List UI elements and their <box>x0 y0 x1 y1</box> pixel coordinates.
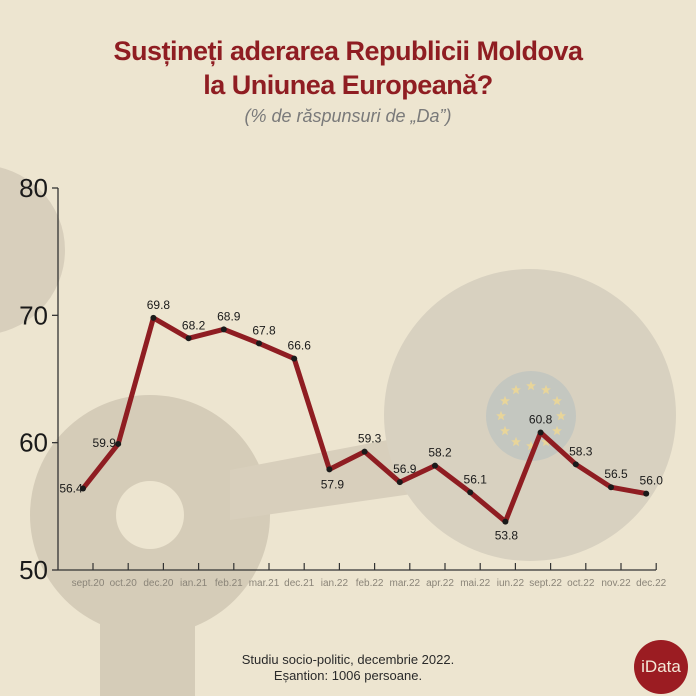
data-point <box>502 518 509 525</box>
chart-title-line2: la Uniunea Europeană? <box>203 70 493 100</box>
x-tick-label: dec.21 <box>284 578 314 589</box>
data-point <box>291 355 298 362</box>
eu-star-icon <box>511 384 521 395</box>
data-point <box>432 462 438 469</box>
data-point <box>150 314 157 321</box>
eu-flag-icon <box>486 371 576 461</box>
footer-sample: Eșantion: 1006 persoane. <box>273 668 423 683</box>
x-tick-label: dec.22 <box>636 578 666 589</box>
data-label: 60.8 <box>529 412 553 426</box>
data-label: 56.1 <box>464 472 488 486</box>
x-tick-label: ian.21 <box>180 578 208 589</box>
x-tick-label: apr.22 <box>426 578 454 589</box>
data-label: 56.0 <box>640 474 664 488</box>
x-tick-label: sept.20 <box>72 578 105 589</box>
data-label: 53.8 <box>495 529 519 543</box>
data-point <box>572 461 579 468</box>
chart-title-line1: Susțineți aderarea Republicii Moldova <box>113 36 583 66</box>
x-tick-label: mar.21 <box>249 578 280 589</box>
data-label: 67.8 <box>252 323 276 337</box>
y-tick-label: 50 <box>19 555 48 585</box>
data-label: 66.6 <box>288 339 312 353</box>
y-tick-label: 80 <box>19 173 48 203</box>
data-label: 56.4 <box>59 482 83 496</box>
data-point <box>361 448 368 455</box>
footer-study: Studiu socio-politic, decembrie 2022. <box>241 652 455 667</box>
x-tick-label: sept.22 <box>529 578 562 589</box>
data-line <box>80 315 649 525</box>
data-point <box>220 326 227 333</box>
data-label: 59.3 <box>358 432 382 446</box>
data-point <box>608 484 614 491</box>
chart-subtitle: (% de răspunsuri de „Da”) <box>244 106 452 126</box>
eu-star-icon <box>556 410 566 421</box>
x-tick-label: mai.22 <box>460 578 490 589</box>
eu-star-icon <box>496 410 506 421</box>
x-tick-label: mar.22 <box>390 578 421 589</box>
x-tick-label: nov.22 <box>601 578 631 589</box>
data-label: 57.9 <box>321 477 345 491</box>
data-label: 69.8 <box>147 298 171 312</box>
eu-star-icon <box>526 440 536 451</box>
eu-star-icon <box>526 380 536 391</box>
x-tick-label: dec.20 <box>143 578 173 589</box>
x-tick-label: ian.22 <box>321 578 349 589</box>
eu-star-icon <box>552 395 562 406</box>
data-point <box>467 489 474 496</box>
data-point <box>80 485 86 492</box>
data-point <box>396 479 403 486</box>
data-label: 58.3 <box>569 444 593 458</box>
eu-star-icon <box>500 425 510 436</box>
x-tick-label: oct.22 <box>567 578 595 589</box>
y-tick-label: 60 <box>19 428 48 458</box>
data-label: 68.9 <box>217 309 241 323</box>
data-point <box>256 340 262 347</box>
data-label: 59.9 <box>93 436 117 450</box>
data-point <box>326 466 333 473</box>
idata-logo: iData <box>634 640 688 694</box>
data-label: 56.5 <box>604 467 628 481</box>
data-label: 58.2 <box>428 446 452 460</box>
data-point <box>185 335 192 342</box>
data-point <box>643 490 650 497</box>
eu-star-icon <box>541 436 551 447</box>
data-label: 68.2 <box>182 318 206 332</box>
x-tick-label: oct.20 <box>110 578 138 589</box>
x-tick-label: feb.21 <box>215 578 243 589</box>
eu-star-icon <box>552 425 562 436</box>
eu-star-icon <box>511 436 521 447</box>
eu-star-icon <box>500 395 510 406</box>
eu-star-icon <box>541 384 551 395</box>
data-point <box>115 440 122 447</box>
data-point <box>537 429 544 436</box>
y-tick-label: 70 <box>19 300 48 330</box>
x-tick-label: feb.22 <box>356 578 384 589</box>
x-tick-label: iun.22 <box>497 578 525 589</box>
data-label: 56.9 <box>393 462 417 476</box>
